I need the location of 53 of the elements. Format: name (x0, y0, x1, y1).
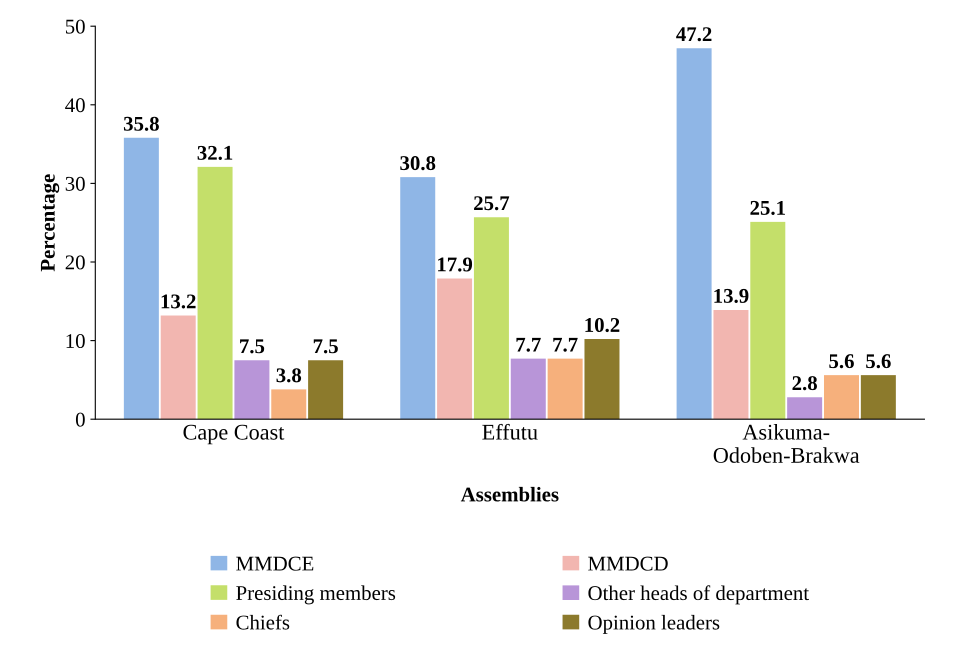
bar (124, 138, 159, 420)
data-label: 7.7 (516, 338, 541, 352)
bar (160, 315, 196, 420)
data-label: 2.8 (792, 376, 817, 390)
bar (584, 339, 620, 420)
data-label: 5.6 (829, 354, 854, 368)
bar (437, 278, 472, 420)
y-tick-label: 50 (66, 20, 85, 34)
x-axis-title: Assemblies (460, 486, 559, 502)
data-label: 7.5 (240, 339, 264, 354)
bar (271, 389, 306, 420)
data-label: 5.6 (866, 354, 891, 368)
legend-label: MMDCE (236, 556, 314, 571)
y-axis-title: Percentage (40, 174, 60, 272)
data-label: 25.7 (474, 196, 510, 210)
bar (750, 222, 786, 420)
bar (676, 48, 712, 420)
x-tick-label: Effutu (482, 424, 538, 440)
y-tick-label: 0 (76, 412, 85, 427)
data-label: 13.9 (714, 288, 748, 304)
bar (474, 217, 509, 420)
data-label: 13.2 (162, 294, 196, 309)
y-tick-label: 10 (66, 334, 85, 348)
bar (824, 375, 859, 420)
data-label: 3.8 (276, 368, 302, 382)
legend-label: Presiding members (236, 585, 396, 604)
y-tick-label: 40 (65, 98, 85, 112)
data-label: 7.7 (553, 338, 578, 352)
data-label: 32.1 (198, 146, 232, 160)
bar (198, 166, 233, 420)
bar (400, 177, 436, 420)
legend-label: Opinion leaders (588, 614, 720, 634)
legend-label: MMDCD (588, 556, 668, 571)
bar (860, 375, 896, 420)
bar (308, 360, 344, 420)
bar (234, 360, 270, 420)
x-tick-label: Cape Coast (183, 424, 284, 444)
data-label: 7.5 (314, 339, 338, 354)
y-tick-label: 30 (66, 176, 85, 191)
y-tick-label: 20 (66, 255, 85, 270)
legend-label: Chiefs (236, 614, 290, 630)
data-label: 10.2 (585, 318, 620, 332)
bar (713, 310, 748, 420)
x-tick-label: Asikuma- Odoben-Brakwa (714, 424, 860, 463)
bar (548, 358, 583, 420)
data-label: 47.2 (676, 27, 712, 42)
data-label: 30.8 (400, 156, 436, 170)
legend-label: Other heads of department (588, 585, 809, 604)
data-label: 25.1 (750, 200, 785, 215)
bar (787, 397, 822, 420)
data-label: 17.9 (438, 257, 472, 272)
data-label: 35.8 (124, 116, 159, 131)
bar (510, 358, 546, 420)
